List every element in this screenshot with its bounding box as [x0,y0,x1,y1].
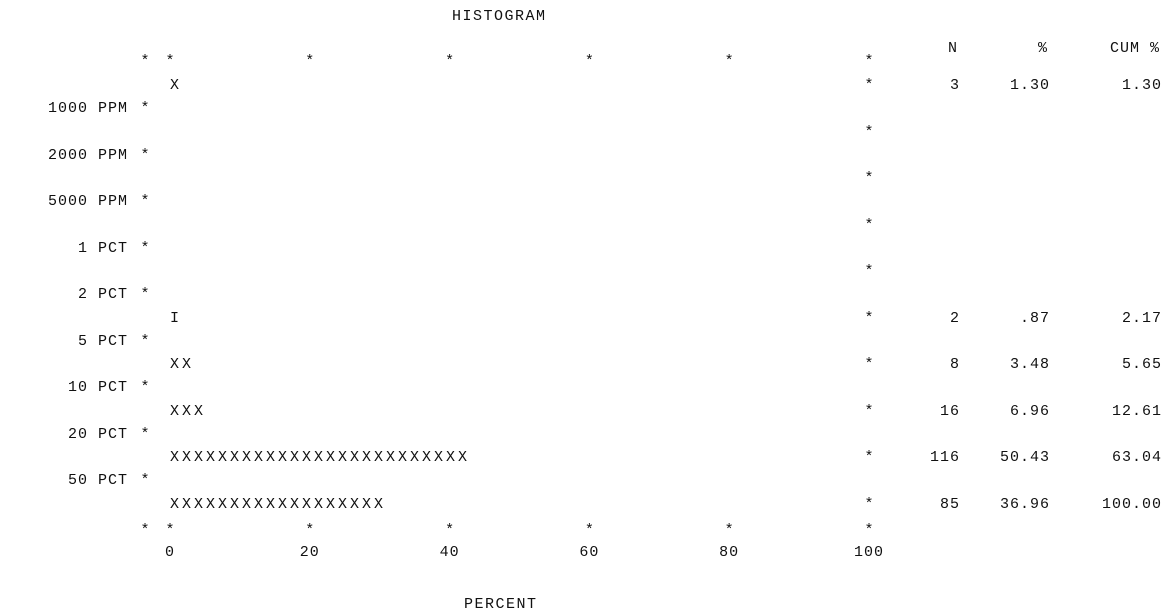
bin-boundary-label: 5 PCT [77,332,128,350]
histogram-bar: I [170,309,183,327]
histogram-bar: XXX [170,402,207,420]
left-axis-mark: * [140,146,150,164]
cumulative-percent-cell: 5.65 [1121,356,1162,373]
bottom-axis-tick: * [584,522,594,539]
left-axis-mark: * [140,425,150,443]
x-tick-label: 80 [719,544,740,561]
percent-cell: .87 [1019,309,1050,327]
histogram-bar: XXXXXXXXXXXXXXXXXX [170,495,387,513]
count-cell: 3 [949,77,960,94]
top-axis-tick: * [724,53,734,70]
cumulative-percent-cell: 2.17 [1121,309,1162,327]
cumulative-percent-cell: 12.61 [1111,402,1162,420]
right-axis-mark: * [864,77,874,94]
bin-boundary-label: 20 PCT [67,425,128,443]
top-axis-tick: * [864,53,874,70]
bottom-axis-tick: * [445,522,455,539]
right-axis-mark: * [864,216,874,234]
right-axis-mark: * [864,356,874,373]
right-axis-mark: * [864,123,874,141]
bottom-axis-tick: * [305,522,315,539]
bin-boundary-label: 50 PCT [67,472,128,489]
cumulative-percent-cell: 63.04 [1111,449,1162,466]
x-tick-label: 60 [579,544,600,561]
bin-boundary-label: 1 PCT [77,239,128,257]
header-n: N [947,40,958,57]
cumulative-percent-cell: 1.30 [1121,77,1162,94]
cumulative-percent-cell: 100.00 [1101,495,1162,513]
count-cell: 8 [949,356,960,373]
top-axis-tick: * [445,53,455,70]
x-tick-label: 20 [299,544,320,561]
bin-boundary-label: 2000 PPM [47,146,128,164]
bottom-axis-tick: * [864,522,874,539]
right-axis-mark: * [864,309,874,327]
left-axis-mark: * [140,286,150,303]
right-axis-mark: * [864,402,874,420]
histogram-bar: X [170,77,183,94]
bin-boundary-label: 10 PCT [67,379,128,396]
header-cum-percent: CUM % [1109,40,1160,57]
top-axis-tick: * [305,53,315,70]
header-percent: % [1037,40,1048,57]
bin-boundary-label: 1000 PPM [47,100,128,117]
right-axis-mark: * [864,495,874,513]
left-axis-mark: * [140,100,150,117]
right-axis-mark: * [864,170,874,187]
bin-boundary-label: 2 PCT [77,286,128,303]
bottom-axis-corner: * [140,522,150,539]
percent-cell: 6.96 [1009,402,1050,420]
left-axis-mark: * [140,332,150,350]
bottom-axis-tick: * [724,522,734,539]
percent-cell: 50.43 [999,449,1050,466]
top-axis-corner: * [140,53,150,70]
count-cell: 85 [939,495,960,513]
percent-cell: 1.30 [1009,77,1050,94]
left-axis-mark: * [140,239,150,257]
chart-title: HISTOGRAM [452,8,547,25]
count-cell: 16 [939,402,960,420]
right-axis-mark: * [864,263,874,280]
x-tick-label: 40 [439,544,460,561]
top-axis-tick: * [165,53,175,70]
count-cell: 116 [929,449,960,466]
percent-cell: 36.96 [999,495,1050,513]
x-tick-label: 0 [164,544,175,561]
top-axis-tick: * [584,53,594,70]
left-axis-mark: * [140,379,150,396]
bin-boundary-label: 5000 PPM [47,193,128,210]
histogram-bar: XXXXXXXXXXXXXXXXXXXXXXXXX [170,449,471,466]
count-cell: 2 [949,309,960,327]
left-axis-mark: * [140,193,150,210]
percent-cell: 3.48 [1009,356,1050,373]
right-axis-mark: * [864,449,874,466]
x-tick-label: 100 [853,544,884,561]
x-axis-label: PERCENT [464,596,538,613]
histogram-bar: XX [170,356,195,373]
bottom-axis-tick: * [165,522,175,539]
left-axis-mark: * [140,472,150,489]
